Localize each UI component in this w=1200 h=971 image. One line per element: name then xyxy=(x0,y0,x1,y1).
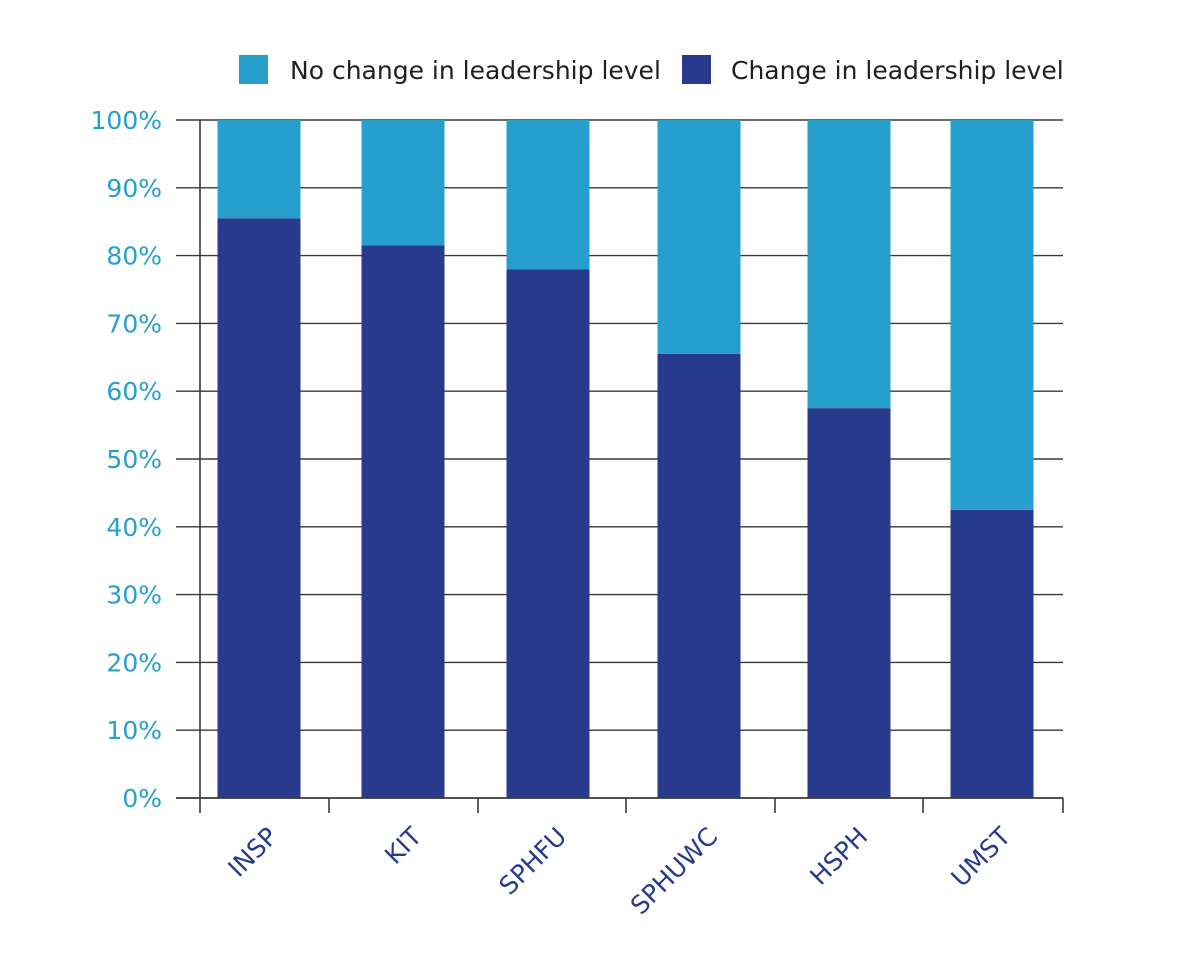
y-tick-label: 50% xyxy=(106,445,162,474)
bar-umst-change xyxy=(950,509,1034,798)
bars xyxy=(217,120,1034,798)
y-axis-ticks: 0% 10% 20% 30% 40% 50% 60% 70% 80% 90% 100% xyxy=(91,106,162,813)
bar-sphfu-no-change xyxy=(506,120,590,270)
x-tick-label-umst: UMST xyxy=(946,821,1017,892)
y-tick-label: 70% xyxy=(106,309,162,338)
y-tick-label: 20% xyxy=(106,648,162,677)
x-tick-label-sphuwc: SPHUWC xyxy=(625,822,723,920)
bar-sphfu-change xyxy=(506,269,590,798)
x-tick-label-hsph: HSPH xyxy=(804,822,873,891)
x-tick-label-kit: KIT xyxy=(379,821,428,870)
y-tick-label: 0% xyxy=(122,784,162,813)
y-tick-label: 60% xyxy=(106,377,162,406)
bar-insp-no-change xyxy=(217,120,301,219)
bar-hsph-change xyxy=(807,408,891,798)
bar-sphuwc-no-change xyxy=(657,120,741,354)
legend-label-change: Change in leadership level xyxy=(731,56,1064,85)
axes xyxy=(176,120,1064,813)
bar-umst-no-change xyxy=(950,120,1034,510)
y-tick-label: 90% xyxy=(106,174,162,203)
x-tick-label-insp: INSP xyxy=(222,822,283,883)
bar-sphuwc-change xyxy=(657,353,741,798)
legend-label-no-change: No change in leadership level xyxy=(290,56,661,85)
bar-hsph-no-change xyxy=(807,120,891,409)
legend-swatch-no-change xyxy=(239,55,268,84)
bar-kit-change xyxy=(361,245,445,798)
bar-kit-no-change xyxy=(361,120,445,246)
y-tick-label: 30% xyxy=(106,581,162,610)
x-tick-label-sphfu: SPHFU xyxy=(493,822,572,901)
x-axis-ticks: INSP KIT SPHFU SPHUWC HSPH UMST xyxy=(222,821,1016,920)
y-tick-label: 80% xyxy=(106,242,162,271)
legend-swatch-change xyxy=(682,55,711,84)
y-tick-label: 40% xyxy=(106,513,162,542)
bar-insp-change xyxy=(217,218,301,798)
legend: No change in leadership level Change in l… xyxy=(239,55,1064,85)
gridlines xyxy=(176,119,1063,799)
y-tick-label: 100% xyxy=(91,106,162,135)
y-tick-label: 10% xyxy=(106,716,162,745)
